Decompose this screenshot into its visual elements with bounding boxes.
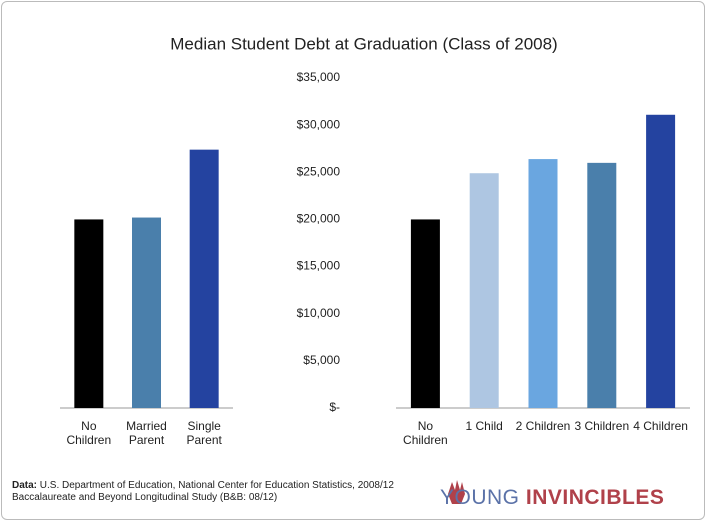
brand: YOUNG INVINCIBLES xyxy=(440,486,664,510)
x-tick-label: Married Parent xyxy=(126,419,167,447)
brand-first: YOUNG xyxy=(440,486,520,509)
bar xyxy=(189,149,219,408)
brand-icon xyxy=(448,480,465,504)
y-tick-label: $35,000 xyxy=(297,70,341,84)
y-tick-label: $30,000 xyxy=(297,117,341,131)
y-tick-label: $20,000 xyxy=(297,212,341,226)
brand-second: INVINCIBLES xyxy=(525,486,665,509)
source-label: Data: xyxy=(12,480,38,491)
bar xyxy=(410,219,440,408)
bar xyxy=(646,114,676,409)
x-tick-label: 4 Children xyxy=(633,419,688,433)
source-text: U.S. Department of Education, National C… xyxy=(12,480,394,503)
source-note: Data: U.S. Department of Education, Nati… xyxy=(12,480,422,504)
bar xyxy=(469,173,499,408)
x-tick-label: No Children xyxy=(403,419,448,447)
x-tick-label: 2 Children xyxy=(515,419,571,433)
y-tick-label: $- xyxy=(329,400,340,414)
bar xyxy=(528,159,558,408)
bar xyxy=(132,217,161,408)
y-tick-label: $10,000 xyxy=(297,306,341,320)
y-tick-label: $5,000 xyxy=(303,353,340,367)
bar xyxy=(74,219,104,408)
y-tick-label: $15,000 xyxy=(297,259,341,273)
x-tick-label: 3 Children xyxy=(574,419,630,433)
x-tick-label: No Children xyxy=(66,419,112,447)
y-tick-label: $25,000 xyxy=(297,164,341,178)
x-tick-label: Single Parent xyxy=(186,419,222,447)
x-tick-label: 1 Child xyxy=(465,419,503,433)
bar xyxy=(587,162,617,408)
chart-title: Median Student Debt at Graduation (Class… xyxy=(170,34,557,53)
